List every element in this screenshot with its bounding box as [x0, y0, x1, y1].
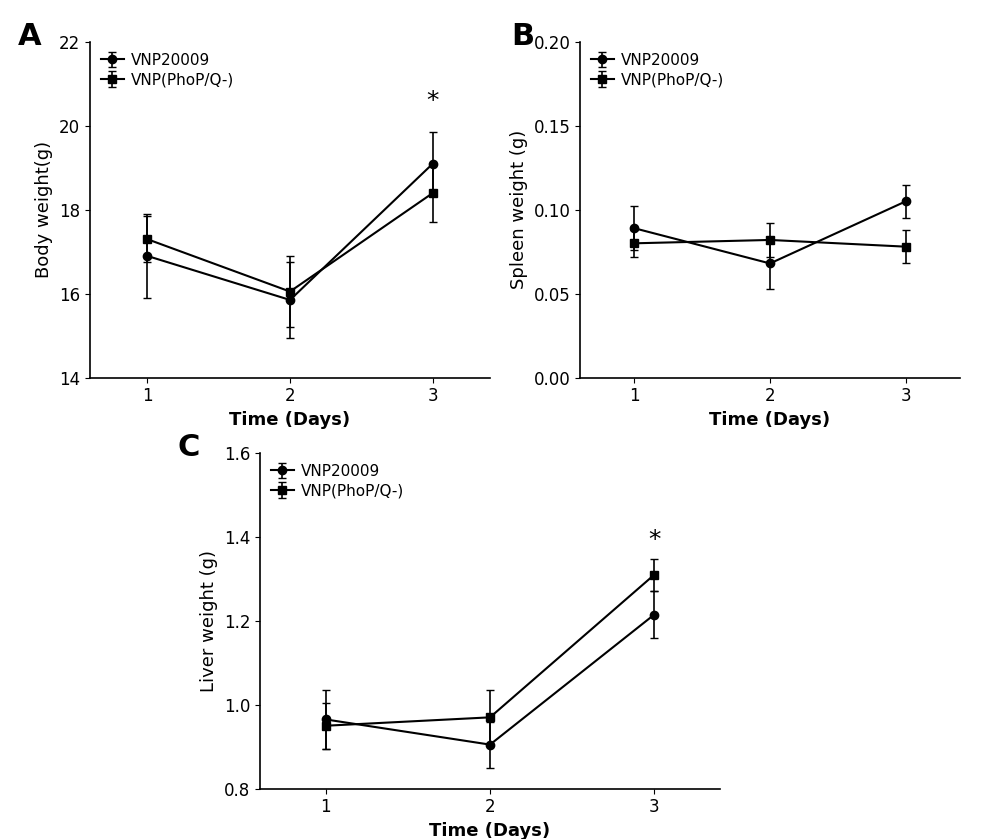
- X-axis label: Time (Days): Time (Days): [229, 411, 351, 429]
- Text: A: A: [18, 22, 42, 51]
- Legend: VNP20009, VNP(PhoP/Q-): VNP20009, VNP(PhoP/Q-): [268, 461, 408, 502]
- X-axis label: Time (Days): Time (Days): [709, 411, 831, 429]
- Text: *: *: [427, 89, 439, 113]
- Text: *: *: [648, 528, 660, 552]
- Y-axis label: Liver weight (g): Liver weight (g): [200, 550, 218, 692]
- Y-axis label: Body weight(g): Body weight(g): [35, 141, 53, 279]
- Text: B: B: [512, 22, 535, 51]
- Legend: VNP20009, VNP(PhoP/Q-): VNP20009, VNP(PhoP/Q-): [98, 50, 238, 91]
- Y-axis label: Spleen weight (g): Spleen weight (g): [510, 130, 528, 289]
- Text: C: C: [177, 433, 200, 462]
- Legend: VNP20009, VNP(PhoP/Q-): VNP20009, VNP(PhoP/Q-): [588, 50, 728, 91]
- X-axis label: Time (Days): Time (Days): [429, 822, 551, 839]
